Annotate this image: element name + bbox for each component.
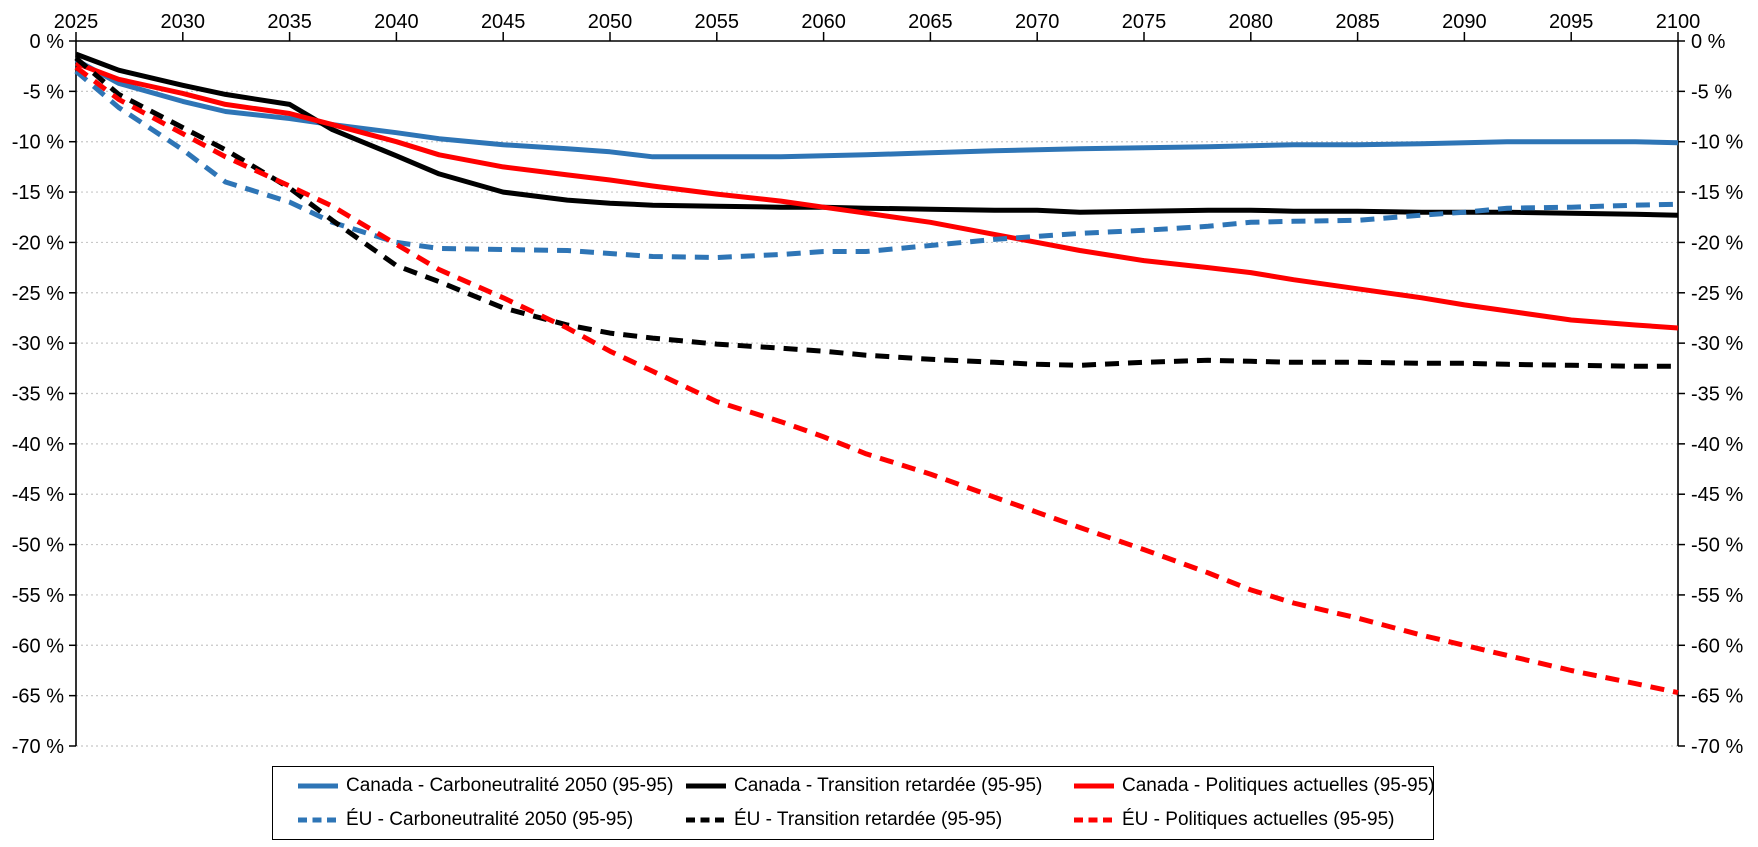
- x-axis-label-2060: 2060: [801, 11, 846, 33]
- legend-item-eu-transition-retardee: ÉU - Transition retardée (95-95): [685, 809, 1002, 831]
- y-axis-label-left: -35 %: [12, 384, 64, 406]
- y-axis-label-left: -20 %: [12, 232, 64, 254]
- y-axis-label-right: -35 %: [1691, 384, 1743, 406]
- y-axis-label-right: 0 %: [1691, 31, 1726, 53]
- x-axis-label-2070: 2070: [1015, 11, 1060, 33]
- x-axis-label-2030: 2030: [161, 11, 206, 33]
- legend-line-sample-solid: [1074, 783, 1114, 789]
- y-axis-label-left: -60 %: [12, 635, 64, 657]
- y-axis-label-left: -70 %: [12, 736, 64, 758]
- x-axis-label-2090: 2090: [1442, 11, 1487, 33]
- series-line-canada-politiques-actuelles: [75, 60, 1679, 331]
- series-line-eu-carboneutralite-2050: [74, 69, 1679, 260]
- x-axis-label-2085: 2085: [1335, 11, 1380, 33]
- legend-item-eu-politiques-actuelles: ÉU - Politiques actuelles (95-95): [1073, 809, 1394, 831]
- y-axis-label-right: -45 %: [1691, 484, 1743, 506]
- x-axis-label-2075: 2075: [1122, 11, 1167, 33]
- y-axis-label-right: -50 %: [1691, 535, 1743, 557]
- x-axis-label-2045: 2045: [481, 11, 526, 33]
- legend-line-sample-dashed: [1074, 817, 1114, 823]
- legend-item-canada-carboneutralite-2050: Canada - Carboneutralité 2050 (95-95): [297, 775, 673, 797]
- axes: [69, 32, 1685, 747]
- x-axis-label-2080: 2080: [1229, 11, 1274, 33]
- series-line-canada-transition-retardee: [75, 51, 1679, 218]
- legend-label: Canada - Carboneutralité 2050 (95-95): [346, 775, 674, 796]
- y-axis-label-left: -15 %: [12, 182, 64, 204]
- y-axis-label-right: -15 %: [1691, 182, 1743, 204]
- legend-label: ÉU - Transition retardée (95-95): [734, 809, 1003, 830]
- y-axis-label-right: -65 %: [1691, 686, 1743, 708]
- y-axis-label-left: -40 %: [12, 434, 64, 456]
- y-axis-label-right: -20 %: [1691, 232, 1743, 254]
- y-axis-label-right: -25 %: [1691, 283, 1743, 305]
- series-lines: [74, 51, 1679, 696]
- y-axis-label-left: -45 %: [12, 484, 64, 506]
- legend-label: ÉU - Carboneutralité 2050 (95-95): [346, 809, 634, 830]
- legend-label: Canada - Politiques actuelles (95-95): [1122, 775, 1435, 796]
- legend-line-sample-solid: [686, 783, 726, 789]
- x-axis-label-2055: 2055: [695, 11, 740, 33]
- x-axis-label-2050: 2050: [588, 11, 633, 33]
- series-line-eu-transition-retardee: [74, 56, 1678, 369]
- x-axis-label-2040: 2040: [374, 11, 419, 33]
- y-axis-label-left: 0 %: [30, 31, 65, 53]
- y-axis-label-right: -40 %: [1691, 434, 1743, 456]
- x-axis-label-2065: 2065: [908, 11, 953, 33]
- y-axis-label-right: -55 %: [1691, 585, 1743, 607]
- legend-label: Canada - Transition retardée (95-95): [734, 775, 1043, 796]
- legend-item-canada-transition-retardee: Canada - Transition retardée (95-95): [685, 775, 1042, 797]
- axis-labels: 0 % 0 % -5 % -5 % -10 % -10 % -15 % -15 % -20 % -…: [12, 11, 1744, 758]
- y-axis-label-right: -60 %: [1691, 635, 1743, 657]
- x-axis-label-2035: 2035: [267, 11, 312, 33]
- x-axis-label-2095: 2095: [1549, 11, 1594, 33]
- y-axis-label-right: -5 %: [1691, 81, 1732, 103]
- y-axis-label-right: -10 %: [1691, 132, 1743, 154]
- x-axis-label-2100: 2100: [1656, 11, 1701, 33]
- legend-item-eu-carboneutralite-2050: ÉU - Carboneutralité 2050 (95-95): [297, 809, 633, 831]
- y-axis-label-left: -25 %: [12, 283, 64, 305]
- y-axis-label-left: -65 %: [12, 686, 64, 708]
- y-axis-label-left: -5 %: [23, 81, 64, 103]
- y-axis-label-left: -10 %: [12, 132, 64, 154]
- gridlines: [76, 90, 1678, 747]
- y-axis-label-left: -50 %: [12, 535, 64, 557]
- legend-line-sample-dashed: [298, 817, 338, 823]
- y-axis-label-right: -30 %: [1691, 333, 1743, 355]
- legend-line-sample-solid: [298, 783, 338, 789]
- x-axis-label-2025: 2025: [54, 11, 99, 33]
- legend-item-canada-politiques-actuelles: Canada - Politiques actuelles (95-95): [1073, 775, 1435, 797]
- legend-label: ÉU - Politiques actuelles (95-95): [1122, 809, 1395, 830]
- legend: Canada - Carboneutralité 2050 (95-95) Can…: [272, 766, 1435, 840]
- y-axis-label-left: -55 %: [12, 585, 64, 607]
- series-line-eu-politiques-actuelles: [74, 65, 1679, 696]
- y-axis-label-right: -70 %: [1691, 736, 1743, 758]
- legend-line-sample-dashed: [686, 817, 726, 823]
- y-axis-label-left: -30 %: [12, 333, 64, 355]
